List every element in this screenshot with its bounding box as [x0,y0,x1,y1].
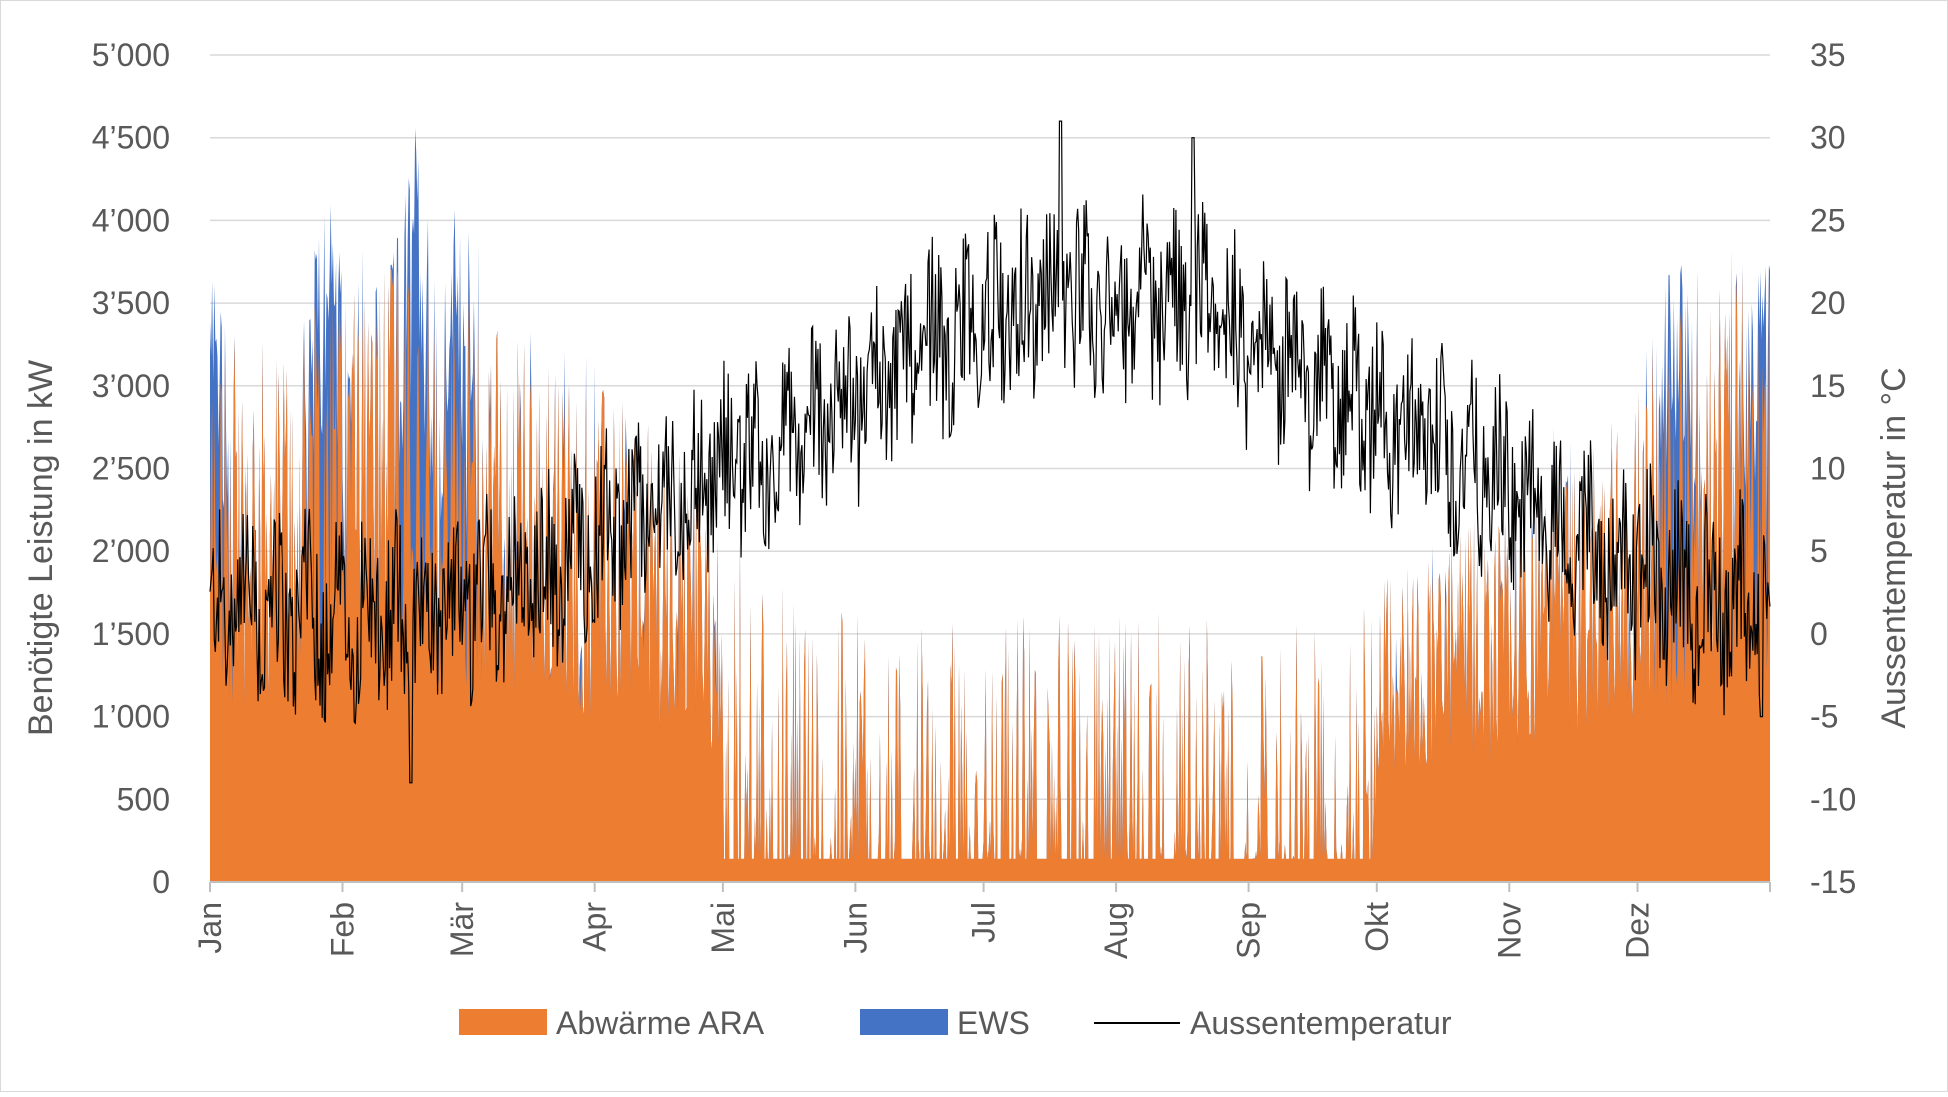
legend-label-ews: EWS [957,1005,1030,1041]
stacked-areas [210,127,1770,882]
legend-swatch-abwaerme [459,1009,547,1035]
area-series-abwaerme-ara [210,270,1770,882]
y-left-tick-label: 4’000 [92,202,170,238]
y-right-tick-label: 15 [1810,368,1846,404]
y-axis-right: -15 -10 -5 0 5 10 15 20 25 30 35 [1810,37,1856,900]
legend: Abwärme ARA EWS Aussentemperatur [459,1005,1452,1041]
x-axis: Jan Feb Mär Apr Mai Jun Jul Aug Sep Okt Nov Dez [192,881,1771,959]
x-tick-label: Apr [577,902,613,952]
y-left-tick-label: 1’000 [92,699,170,735]
x-tick-label: Mär [444,902,480,957]
y-axis-left: 0 500 1’000 1’500 2’000 2’500 3’000 3’500 4’000 4… [92,37,170,900]
y-left-tick-label: 0 [152,864,170,900]
x-tick-label: Okt [1359,902,1395,952]
y-left-tick-label: 500 [117,781,170,817]
x-tick-label: Aug [1098,902,1134,959]
y-left-tick-label: 5’000 [92,37,170,73]
y-right-tick-label: 20 [1810,285,1846,321]
y-axis-left-title: Benötigte Leistung in kW [22,360,60,736]
legend-label-temperature: Aussentemperatur [1190,1005,1452,1041]
x-tick-label: Jun [837,902,873,954]
legend-label-abwaerme: Abwärme ARA [556,1005,765,1041]
x-tick-label: Sep [1231,902,1267,959]
y-right-tick-label: 25 [1810,202,1846,238]
x-tick-label: Nov [1491,902,1527,959]
y-right-tick-label: 0 [1810,616,1828,652]
x-tick-label: Mai [705,902,741,954]
x-tick-label: Dez [1620,902,1656,959]
x-tick-label: Feb [324,902,360,957]
x-tick-label: Jan [192,902,228,954]
y-left-tick-label: 3’500 [92,285,170,321]
y-axis-right-title: Aussentemperatur in °C [1875,367,1913,728]
y-left-tick-label: 4’500 [92,120,170,156]
y-right-tick-label: 5 [1810,533,1828,569]
line-series-aussentemperatur [209,120,1771,784]
y-right-tick-label: -5 [1810,699,1838,735]
x-tick-label: Jul [966,902,1002,943]
y-left-tick-label: 2’500 [92,451,170,487]
y-left-tick-label: 1’500 [92,616,170,652]
temperature-line-group [209,120,1771,784]
y-right-tick-label: -15 [1810,864,1856,900]
y-right-tick-label: 30 [1810,120,1846,156]
y-right-tick-label: 10 [1810,451,1846,487]
y-left-tick-label: 3’000 [92,368,170,404]
y-right-tick-label: -10 [1810,781,1856,817]
y-right-tick-label: 35 [1810,37,1846,73]
legend-swatch-ews [860,1009,948,1035]
y-left-tick-label: 2’000 [92,533,170,569]
